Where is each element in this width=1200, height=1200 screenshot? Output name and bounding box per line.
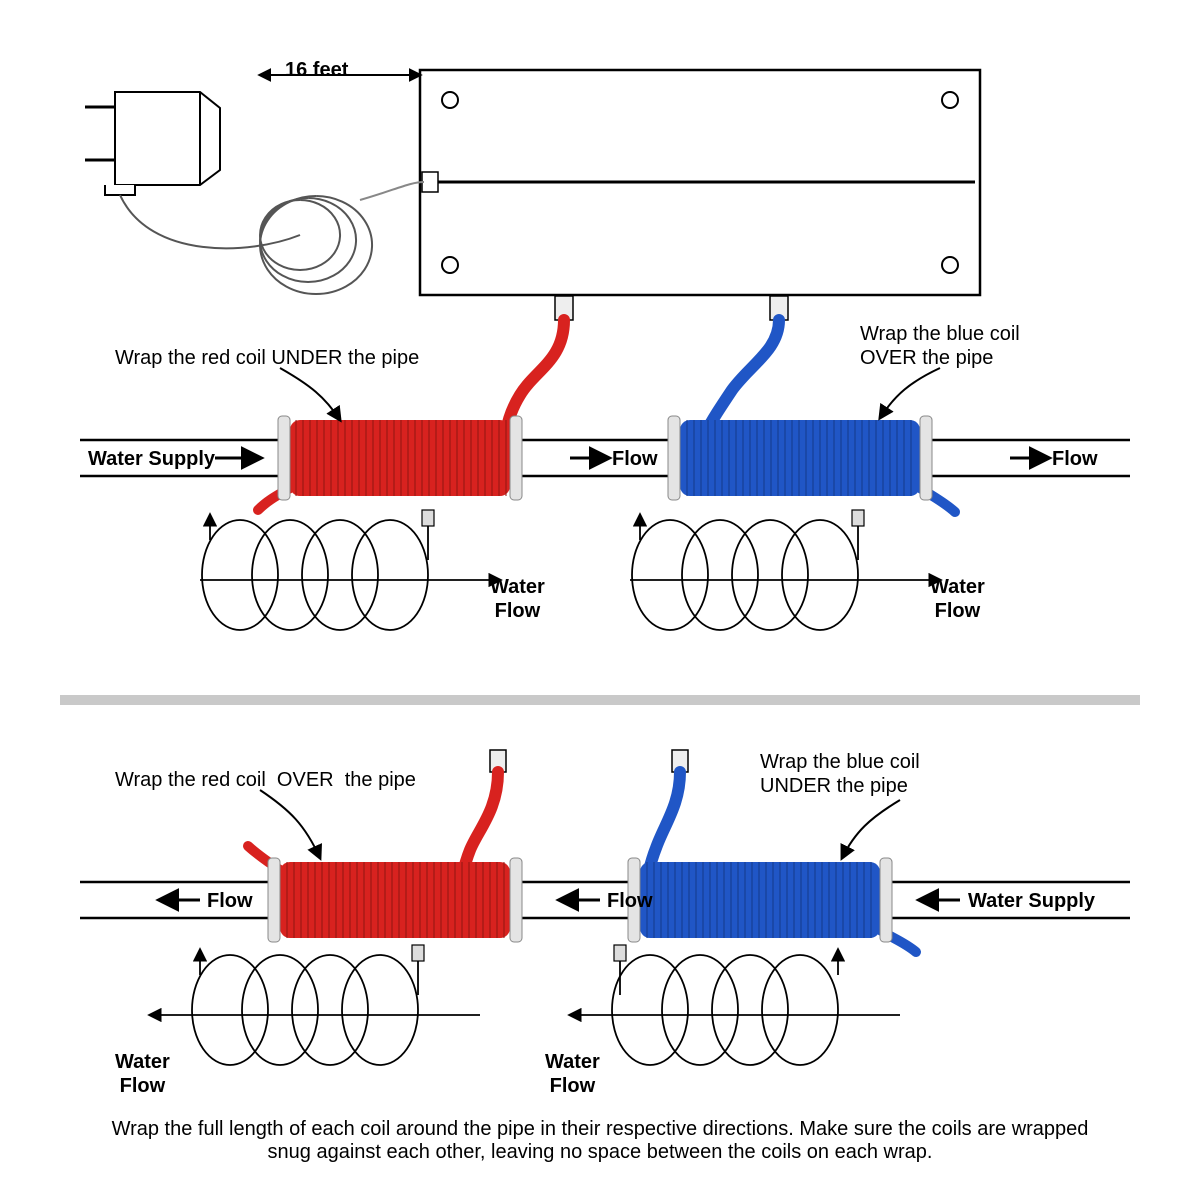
diagram-canvas: 16 feet Wrap the red coil UNDER the pipe… bbox=[0, 0, 1200, 1200]
spiral-bottom-right bbox=[570, 945, 900, 1065]
flow-bot-left: Flow bbox=[207, 889, 253, 913]
water-flow-top-left: Water Flow bbox=[490, 575, 545, 623]
blue-coil-top bbox=[668, 416, 955, 512]
water-flow-top-right: Water Flow bbox=[930, 575, 985, 623]
water-flow-bot-left: Water Flow bbox=[115, 1050, 170, 1098]
cable-length-label: 16 feet bbox=[285, 58, 348, 82]
blue-over-label: Wrap the blue coil OVER the pipe bbox=[860, 322, 1020, 370]
section-divider bbox=[60, 695, 1140, 705]
red-lead-bottom bbox=[462, 772, 498, 876]
red-coil-bottom bbox=[248, 846, 522, 942]
blue-lead-top bbox=[706, 320, 779, 432]
red-over-label: Wrap the red coil OVER the pipe bbox=[115, 768, 416, 792]
water-supply-bot: Water Supply bbox=[968, 889, 1095, 913]
output-connectors bbox=[555, 296, 788, 320]
red-under-label: Wrap the red coil UNDER the pipe bbox=[115, 346, 419, 370]
spiral-top-right bbox=[630, 510, 940, 630]
water-flow-bot-right: Water Flow bbox=[545, 1050, 600, 1098]
flow-top-mid: Flow bbox=[612, 447, 658, 471]
blue-under-label: Wrap the blue coil UNDER the pipe bbox=[760, 750, 920, 798]
blue-lead-bottom bbox=[648, 772, 680, 874]
power-adapter-icon bbox=[85, 92, 424, 294]
flow-top-right: Flow bbox=[1052, 447, 1098, 471]
spiral-bottom-left bbox=[150, 945, 480, 1065]
blue-coil-bottom bbox=[628, 858, 916, 952]
control-box bbox=[420, 70, 980, 295]
spiral-top-left bbox=[200, 510, 500, 630]
red-coil-top bbox=[258, 416, 522, 510]
footer-instruction: Wrap the full length of each coil around… bbox=[100, 1118, 1100, 1164]
flow-bot-mid: Flow bbox=[607, 889, 653, 913]
bottom-connectors bbox=[490, 750, 688, 772]
water-supply-top: Water Supply bbox=[88, 447, 215, 471]
diagram-svg bbox=[0, 0, 1200, 1200]
red-lead-top bbox=[506, 320, 564, 432]
